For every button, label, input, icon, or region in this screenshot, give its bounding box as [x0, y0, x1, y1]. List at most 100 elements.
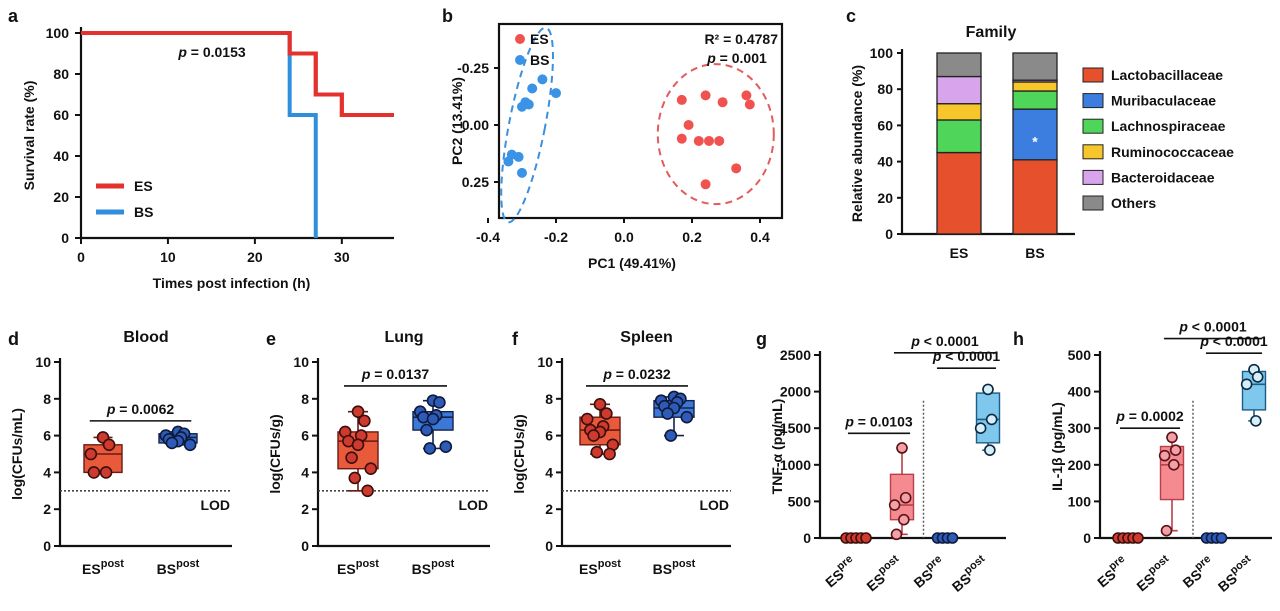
stack-segment-Lachnospiraceae	[936, 119, 982, 154]
panel-g: 0 500 1000 1500 2000 2500 TNF-α (pg/mL) ESpreES…	[769, 333, 1006, 595]
y-tick-label: 400	[1068, 384, 1092, 400]
point-ES	[683, 120, 694, 130]
y-tick-label: 0	[43, 538, 51, 554]
p-value-annotation: p = 0.0002	[1115, 408, 1184, 424]
point-ES	[741, 90, 752, 101]
data-point	[603, 447, 616, 461]
y-axis-label: log(CFUs/g)	[267, 414, 283, 493]
point-ES	[700, 179, 711, 190]
chart-title: Spleen	[620, 329, 672, 346]
panel-label-b: b	[442, 6, 453, 26]
legend-marker-BS	[515, 55, 525, 65]
data-point	[84, 447, 98, 461]
x-tick-label: BS	[1025, 245, 1044, 261]
data-point	[1250, 415, 1262, 427]
significance-star: *	[1032, 133, 1038, 149]
category-base: ES	[337, 561, 356, 577]
category-superscript: post	[356, 558, 380, 570]
y-tick-label: 2	[301, 501, 309, 517]
data-point	[1215, 532, 1228, 544]
x-tick-label: BSpost	[653, 558, 696, 577]
es-confidence-ellipse	[656, 63, 775, 206]
y-tick-label: 60	[877, 117, 893, 133]
series-line-BS	[81, 31, 318, 238]
data-point	[433, 396, 446, 409]
r2-annotation: R² = 0.4787	[704, 31, 778, 47]
panel-b: -0.4 -0.2 0.0 0.2 0.4 -0.25 0.00 0.25 PC1 (49.41…	[449, 22, 784, 271]
bs-confidence-ellipse	[500, 26, 554, 224]
p-value-annotation: p = 0.0137	[361, 366, 430, 382]
legend-label: Ruminococcaceae	[1111, 144, 1234, 160]
y-tick-label: 6	[301, 428, 309, 444]
category-superscript: post	[962, 553, 988, 577]
y-tick-label: 8	[545, 391, 553, 407]
data-point	[587, 429, 600, 442]
y-tick-label: 20	[877, 190, 893, 206]
y-tick-label: 40	[877, 154, 893, 170]
data-point	[664, 429, 678, 442]
legend-label: BS	[530, 52, 549, 68]
category-base: BS	[157, 561, 176, 577]
stack-segment-Ruminococcaceae	[1012, 81, 1058, 92]
p-value-annotation: p < 0.0001	[910, 333, 979, 349]
data-point	[361, 484, 374, 498]
legend-marker-ES	[515, 34, 525, 44]
p-value-annotation: p < 0.0001	[1178, 319, 1247, 335]
y-tick-label: 2	[545, 501, 553, 517]
chart-title: Family	[966, 24, 1017, 41]
y-axis-label: PC2 (13.41%)	[449, 77, 465, 165]
y-tick-label: 0.25	[462, 174, 489, 190]
panel-label-c: c	[846, 6, 856, 26]
data-point	[1166, 431, 1178, 444]
x-tick-label: ESpost	[579, 558, 621, 577]
y-tick-label: 10	[35, 354, 51, 370]
y-tick-label: 1500	[780, 420, 811, 436]
point-ES	[717, 97, 728, 108]
legend-label: ES	[134, 178, 153, 194]
y-axis-label: Relative abundance (%)	[849, 65, 865, 222]
data-point	[345, 451, 358, 464]
panel-a: 0 20 40 60 80 100 0 10 20 30 Times post infection …	[21, 25, 394, 291]
y-tick-label: 500	[1068, 347, 1092, 363]
x-tick-label: ESpre	[820, 553, 860, 591]
y-tick-label: 40	[53, 148, 69, 164]
y-axis-label: Survival rate (%)	[21, 81, 37, 191]
data-point	[899, 491, 912, 504]
x-tick-label: BSpre	[1178, 553, 1218, 591]
point-ES	[700, 90, 711, 101]
stack-segment-Others	[936, 52, 982, 78]
category-superscript: post	[598, 558, 622, 570]
data-point	[1158, 449, 1171, 462]
series-line-ES-top	[81, 31, 394, 117]
point-BS	[513, 151, 524, 162]
data-point	[984, 444, 996, 456]
data-point	[364, 462, 378, 476]
data-point	[580, 412, 594, 426]
lod-label: LOD	[458, 497, 488, 513]
y-tick-label: 0	[61, 230, 69, 246]
y-tick-label: 100	[870, 45, 894, 61]
x-tick-label: ESpost	[1131, 553, 1176, 595]
y-tick-label: 60	[53, 107, 69, 123]
legend-swatch-Muribaculaceae	[1082, 93, 1104, 109]
data-point	[351, 405, 365, 418]
x-tick-label: 10	[160, 249, 176, 265]
point-ES	[731, 163, 742, 174]
point-ES	[704, 135, 714, 146]
category-superscript: post	[672, 558, 696, 570]
y-tick-label: 300	[1068, 420, 1092, 436]
p-value-annotation: p < 0.0001	[932, 348, 1001, 364]
x-tick-label: BSpost	[947, 553, 992, 595]
panel-label-g: g	[756, 329, 767, 349]
p-value-annotation: p = 0.0153	[177, 44, 246, 60]
legend-swatch-Lachnospiraceae	[1082, 118, 1104, 134]
point-ES	[693, 135, 704, 146]
stack-segment-Lactobacillaceae	[1012, 159, 1058, 235]
y-tick-label: 2000	[780, 384, 811, 400]
y-tick-label: 6	[545, 428, 553, 444]
x-tick-label: 30	[334, 249, 350, 265]
x-tick-label: ESpost	[861, 553, 906, 595]
